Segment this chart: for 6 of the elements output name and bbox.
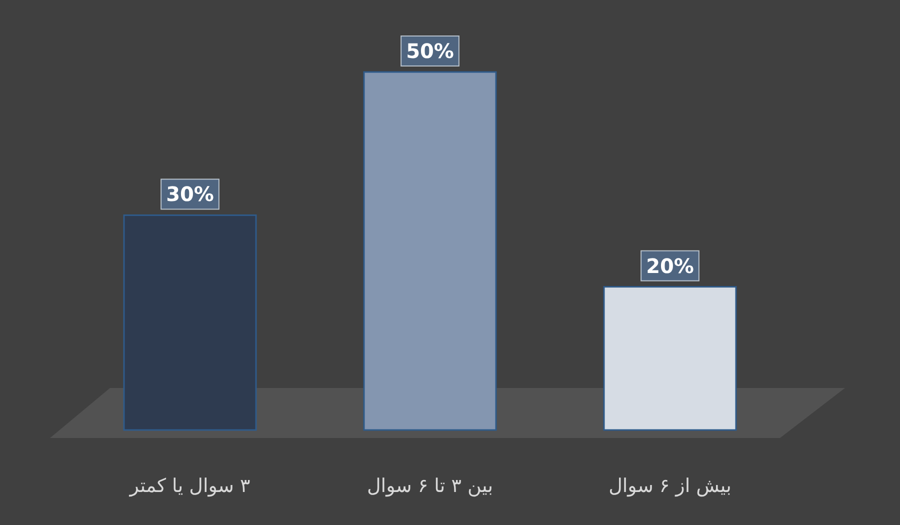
x-tick-label: ۳ سوال یا کمتر bbox=[128, 475, 250, 497]
data-label: 30% bbox=[166, 182, 214, 206]
data-label: 50% bbox=[406, 39, 454, 63]
x-tick-label: بیش از ۶ سوال bbox=[608, 475, 732, 497]
x-tick-label: بین ۳ تا ۶ سوال bbox=[367, 475, 493, 497]
data-label: 20% bbox=[646, 254, 694, 278]
